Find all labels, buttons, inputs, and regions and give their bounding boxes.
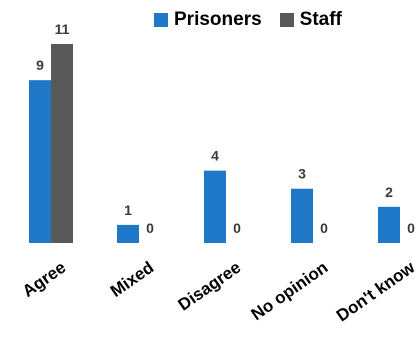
data-label-prisoners-2: 4 bbox=[211, 148, 219, 164]
data-label-staff-2: 0 bbox=[233, 220, 241, 236]
bar-prisoners-0 bbox=[29, 80, 51, 243]
data-label-prisoners-1: 1 bbox=[124, 202, 132, 218]
legend-swatch-prisoners bbox=[154, 13, 168, 27]
legend-label-prisoners: Prisoners bbox=[174, 9, 262, 30]
data-label-staff-4: 0 bbox=[407, 220, 415, 236]
legend-label-staff: Staff bbox=[299, 9, 342, 30]
bar-prisoners-4 bbox=[378, 206, 400, 243]
data-label-prisoners-4: 2 bbox=[385, 184, 393, 200]
legend-item-prisoners: Prisoners bbox=[154, 9, 262, 31]
bar-prisoners-3 bbox=[291, 188, 313, 243]
x-tick-label-1: Mixed bbox=[107, 258, 157, 301]
data-label-staff-3: 0 bbox=[320, 220, 328, 236]
data-label-staff-1: 0 bbox=[146, 220, 154, 236]
data-label-prisoners-0: 9 bbox=[36, 57, 44, 73]
x-tick-label-4: Don't know bbox=[333, 257, 418, 325]
x-tick-label-2: Disagree bbox=[175, 258, 245, 315]
bar-staff-0 bbox=[51, 44, 73, 243]
data-label-staff-0: 11 bbox=[55, 21, 70, 37]
x-tick-label-0: Agree bbox=[19, 258, 69, 301]
data-label-prisoners-3: 3 bbox=[298, 166, 306, 182]
legend: Prisoners Staff bbox=[154, 9, 342, 31]
legend-item-staff: Staff bbox=[279, 9, 342, 31]
bar-prisoners-2 bbox=[204, 170, 226, 243]
legend-swatch-staff bbox=[279, 13, 294, 27]
x-tick-label-3: No opinion bbox=[248, 258, 332, 324]
bar-prisoners-1 bbox=[117, 224, 139, 243]
